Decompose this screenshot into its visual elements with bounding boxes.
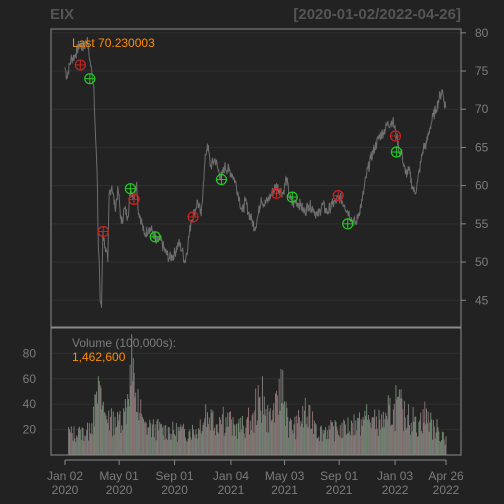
sell-marker xyxy=(74,59,86,71)
volume-y-tick-label: 20 xyxy=(23,423,37,437)
x-tick-label-date: May 01 xyxy=(99,469,139,483)
sell-marker xyxy=(389,130,402,142)
x-tick-label-date: Jan 04 xyxy=(213,469,249,483)
price-y-tick-label: 80 xyxy=(475,26,489,40)
volume-y-axis: 20 40 60 80 xyxy=(23,346,37,436)
buy-marker xyxy=(342,218,354,230)
last-price-label: Last 70.230003 xyxy=(72,36,155,50)
buy-marker xyxy=(149,231,161,243)
x-tick-label-year: 2020 xyxy=(106,483,133,497)
price-line-group xyxy=(64,37,447,308)
price-y-tick-label: 50 xyxy=(475,255,489,269)
sell-marker xyxy=(187,211,199,223)
x-tick-label-year: 2021 xyxy=(271,483,298,497)
price-y-tick-label: 60 xyxy=(475,179,489,193)
volume-y-tick-label: 40 xyxy=(23,397,37,411)
trade-markers xyxy=(74,59,403,243)
buy-marker xyxy=(390,146,403,158)
x-tick-label-date: Sep 01 xyxy=(156,469,194,483)
price-grid xyxy=(51,32,461,301)
buy-marker xyxy=(215,173,228,186)
x-tick-label-year: 2022 xyxy=(382,483,409,497)
x-tick-label-date: Apr 26 xyxy=(428,469,464,483)
sell-marker xyxy=(128,193,140,205)
volume-bars xyxy=(68,334,447,455)
price-y-tick-label: 75 xyxy=(475,64,489,78)
price-y-tick-label: 65 xyxy=(475,140,489,154)
volume-value: 1,462,600 xyxy=(72,350,126,364)
price-y-tick-label: 70 xyxy=(475,102,489,116)
x-tick-label-year: 2020 xyxy=(52,483,79,497)
x-tick-label-year: 2022 xyxy=(433,483,460,497)
x-tick-label-year: 2021 xyxy=(218,483,245,497)
price-series-line xyxy=(64,37,447,308)
x-tick-label-year: 2021 xyxy=(326,483,353,497)
price-y-tick-label: 55 xyxy=(475,217,489,231)
volume-panel-frame xyxy=(50,327,462,456)
x-tick-label-date: Jan 03 xyxy=(377,469,413,483)
buy-marker xyxy=(124,183,136,195)
x-tick-label-date: Jan 02 xyxy=(47,469,83,483)
buy-marker xyxy=(286,191,298,203)
chart-date-range: [2020-01-02/2022-04-26] xyxy=(293,6,461,23)
buy-marker xyxy=(84,73,96,85)
volume-title: Volume (100,000s): xyxy=(72,336,176,350)
chart-title-symbol: EIX xyxy=(50,6,74,23)
price-panel-frame xyxy=(50,28,462,328)
volume-y-tick-label: 60 xyxy=(23,372,37,386)
sell-marker xyxy=(270,187,283,199)
price-panel xyxy=(51,29,461,327)
sell-marker xyxy=(332,189,344,202)
x-tick-label-year: 2020 xyxy=(161,483,188,497)
x-tick-label-date: May 03 xyxy=(265,469,305,483)
x-tick-label-date: Sep 01 xyxy=(320,469,358,483)
price-y-tick-label: 45 xyxy=(475,293,489,307)
volume-y-tick-label: 80 xyxy=(23,346,37,360)
price-y-axis: 45 50 55 60 65 70 75 80 xyxy=(461,26,489,307)
sell-marker xyxy=(97,225,109,238)
